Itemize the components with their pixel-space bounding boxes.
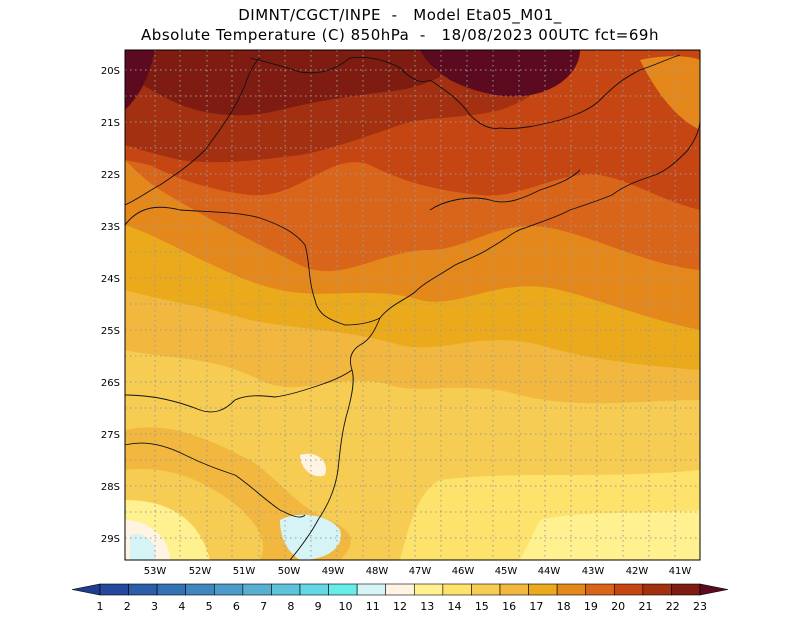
colorbar-swatch <box>671 583 701 596</box>
colorbar-label: 3 <box>151 600 158 613</box>
colorbar-swatch <box>385 583 415 596</box>
lon-label: 50W <box>278 566 301 577</box>
lon-label: 49W <box>322 566 345 577</box>
lon-label: 43W <box>582 566 605 577</box>
colorbar-label: 7 <box>260 600 267 613</box>
lon-label: 52W <box>189 566 212 577</box>
colorbar-swatch <box>585 583 615 596</box>
colorbar-swatch <box>499 583 529 596</box>
colorbar-swatch <box>299 583 329 596</box>
lat-label: 27S <box>101 430 120 441</box>
colorbar-label: 23 <box>693 600 707 613</box>
colorbar-label: 22 <box>666 600 680 613</box>
colorbar-swatch <box>442 583 472 596</box>
colorbar-label: 1 <box>97 600 104 613</box>
colorbar-label: 15 <box>475 600 489 613</box>
colorbar: 1 2 3 4 5 6 7 8 9 10 11 12 13 14 15 16 17 18 19 20 21 22 23 <box>71 583 729 613</box>
colorbar-swatch <box>271 583 301 596</box>
colorbar-swatch <box>556 583 587 596</box>
lon-label: 46W <box>452 566 475 577</box>
colorbar-label: 11 <box>366 600 380 613</box>
colorbar-swatch <box>128 583 158 596</box>
lon-label: 45W <box>495 566 518 577</box>
lon-label: 51W <box>233 566 256 577</box>
lat-label: 24S <box>101 274 120 285</box>
colorbar-swatch <box>613 583 644 596</box>
lat-label: 23S <box>101 222 120 233</box>
colorbar-label: 8 <box>287 600 294 613</box>
colorbar-label: 2 <box>124 600 131 613</box>
map-frame <box>124 49 701 561</box>
lon-label: 47W <box>409 566 432 577</box>
colorbar-label: 5 <box>206 600 213 613</box>
colorbar-label: 20 <box>611 600 625 613</box>
grid-lines <box>125 50 700 560</box>
lat-label: 20S <box>101 66 120 77</box>
colorbar-label: 21 <box>638 600 652 613</box>
colorbar-label: 19 <box>584 600 598 613</box>
lat-label: 29S <box>101 534 120 545</box>
colorbar-label: 13 <box>420 600 434 613</box>
lat-label: 28S <box>101 482 120 493</box>
colorbar-label: 9 <box>315 600 322 613</box>
colorbar-label: 10 <box>338 600 352 613</box>
colorbar-swatch <box>99 583 129 596</box>
colorbar-swatch <box>528 583 558 596</box>
colorbar-swatch <box>156 583 187 596</box>
colorbar-label: 12 <box>393 600 407 613</box>
colorbar-arrow-high <box>699 583 729 596</box>
colorbar-label: 16 <box>502 600 516 613</box>
colorbar-swatch <box>471 583 501 596</box>
colorbar-arrow-low <box>71 583 101 596</box>
lat-label: 25S <box>101 326 120 337</box>
colorbar-swatch <box>242 583 272 596</box>
colorbar-swatch <box>185 583 215 596</box>
colorbar-swatch <box>213 583 244 596</box>
colorbar-swatch <box>328 583 358 596</box>
title-line-1: DIMNT/CGCT/INPE - Model Eta05_M01_ <box>238 6 562 24</box>
colorbar-label: 6 <box>233 600 240 613</box>
latitude-labels: 20S 21S 22S 23S 24S 25S 26S 27S 28S 29S <box>101 66 120 545</box>
colorbar-label: 18 <box>557 600 571 613</box>
colorbar-label: 14 <box>448 600 462 613</box>
lon-label: 48W <box>366 566 389 577</box>
lat-label: 21S <box>101 118 120 129</box>
title-line-2: Absolute Temperature (C) 850hPa - 18/08/… <box>141 26 659 44</box>
temperature-field <box>125 50 700 560</box>
colorbar-swatch <box>413 583 444 596</box>
longitude-labels: 53W 52W 51W 50W 49W 48W 47W 46W 45W 44W … <box>144 566 692 577</box>
lon-label: 53W <box>144 566 167 577</box>
lat-label: 26S <box>101 378 120 389</box>
lon-label: 42W <box>626 566 649 577</box>
lon-label: 44W <box>538 566 561 577</box>
colorbar-label: 4 <box>178 600 185 613</box>
borders <box>125 54 700 560</box>
colorbar-label: 17 <box>529 600 543 613</box>
lat-label: 22S <box>101 170 120 181</box>
colorbar-swatch <box>642 583 672 596</box>
colorbar-swatch <box>356 583 387 596</box>
lon-label: 41W <box>669 566 692 577</box>
